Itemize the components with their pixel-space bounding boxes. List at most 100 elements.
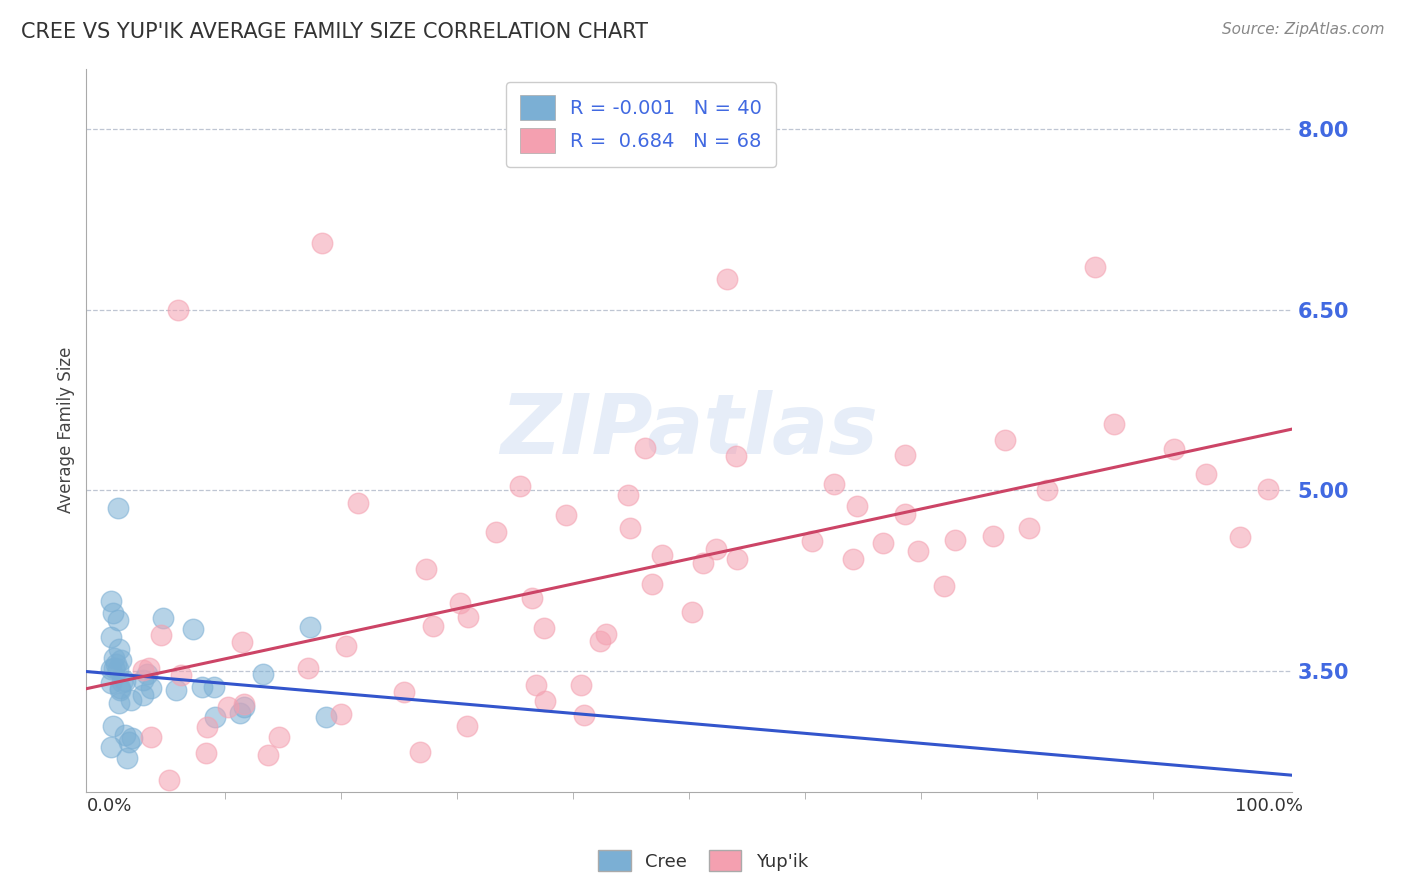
Point bbox=[842, 552, 865, 566]
Point bbox=[111, 674, 134, 689]
Point bbox=[724, 449, 747, 463]
Point bbox=[524, 678, 547, 692]
Point bbox=[100, 676, 122, 690]
Point bbox=[1018, 521, 1040, 535]
Point bbox=[257, 747, 280, 762]
Point bbox=[229, 706, 252, 720]
Point bbox=[103, 661, 125, 675]
Legend: Cree, Yup'ik: Cree, Yup'ik bbox=[591, 843, 815, 879]
Text: ZIPatlas: ZIPatlas bbox=[501, 390, 879, 471]
Point bbox=[101, 718, 124, 732]
Point bbox=[232, 700, 254, 714]
Point bbox=[1257, 482, 1279, 496]
Point bbox=[449, 596, 471, 610]
Point bbox=[152, 610, 174, 624]
Point bbox=[110, 653, 132, 667]
Point bbox=[100, 662, 122, 676]
Point bbox=[522, 591, 544, 605]
Point bbox=[651, 548, 673, 562]
Point bbox=[619, 521, 641, 535]
Point bbox=[932, 579, 955, 593]
Point bbox=[681, 605, 703, 619]
Point bbox=[132, 688, 155, 702]
Point bbox=[692, 556, 714, 570]
Text: Source: ZipAtlas.com: Source: ZipAtlas.com bbox=[1222, 22, 1385, 37]
Point bbox=[297, 661, 319, 675]
Point bbox=[716, 272, 738, 286]
Point bbox=[204, 710, 226, 724]
Point bbox=[100, 739, 122, 754]
Point bbox=[422, 619, 444, 633]
Point bbox=[994, 433, 1017, 447]
Point bbox=[118, 734, 141, 748]
Text: CREE VS YUP'IK AVERAGE FAMILY SIZE CORRELATION CHART: CREE VS YUP'IK AVERAGE FAMILY SIZE CORRE… bbox=[21, 22, 648, 42]
Point bbox=[138, 661, 160, 675]
Point bbox=[100, 630, 122, 644]
Legend: R = -0.001   N = 40, R =  0.684   N = 68: R = -0.001 N = 40, R = 0.684 N = 68 bbox=[506, 82, 776, 167]
Point bbox=[120, 692, 142, 706]
Point bbox=[725, 552, 748, 566]
Point bbox=[893, 448, 915, 462]
Point bbox=[800, 533, 823, 548]
Point bbox=[107, 501, 129, 516]
Point bbox=[165, 683, 187, 698]
Point bbox=[157, 772, 180, 787]
Point bbox=[233, 697, 256, 711]
Point bbox=[117, 751, 139, 765]
Point bbox=[634, 441, 657, 455]
Point bbox=[217, 699, 239, 714]
Point bbox=[1229, 530, 1251, 544]
Point bbox=[135, 666, 157, 681]
Point bbox=[509, 478, 531, 492]
Point bbox=[641, 577, 664, 591]
Point bbox=[1195, 467, 1218, 482]
Point bbox=[231, 635, 253, 649]
Point bbox=[589, 633, 612, 648]
Point bbox=[595, 627, 617, 641]
Point bbox=[167, 302, 190, 317]
Point bbox=[103, 651, 125, 665]
Point bbox=[485, 525, 508, 540]
Point bbox=[572, 708, 595, 723]
Point bbox=[100, 594, 122, 608]
Point bbox=[108, 682, 131, 697]
Point bbox=[616, 488, 638, 502]
Point bbox=[108, 696, 131, 710]
Point bbox=[114, 673, 136, 688]
Point bbox=[347, 495, 370, 509]
Point bbox=[101, 606, 124, 620]
Point bbox=[415, 562, 437, 576]
Point bbox=[132, 663, 155, 677]
Point bbox=[132, 673, 155, 688]
Point bbox=[569, 678, 592, 692]
Point bbox=[1163, 442, 1185, 457]
Point bbox=[943, 533, 966, 547]
Point bbox=[704, 541, 727, 556]
Point bbox=[107, 662, 129, 676]
Point bbox=[554, 508, 576, 523]
Point bbox=[311, 236, 333, 251]
Point bbox=[105, 657, 128, 672]
Point bbox=[195, 720, 218, 734]
Point bbox=[907, 544, 929, 558]
Point bbox=[981, 528, 1004, 542]
Point bbox=[139, 731, 162, 745]
Point bbox=[298, 620, 321, 634]
Point bbox=[181, 622, 204, 636]
Point bbox=[121, 731, 143, 745]
Point bbox=[107, 613, 129, 627]
Point bbox=[141, 681, 163, 695]
Point bbox=[202, 681, 225, 695]
Point bbox=[149, 627, 172, 641]
Point bbox=[110, 681, 132, 696]
Point bbox=[456, 719, 478, 733]
Point bbox=[329, 706, 352, 721]
Point bbox=[252, 666, 274, 681]
Point bbox=[392, 685, 415, 699]
Point bbox=[335, 639, 357, 653]
Point bbox=[1035, 483, 1057, 498]
Y-axis label: Average Family Size: Average Family Size bbox=[58, 347, 75, 513]
Point bbox=[315, 710, 337, 724]
Point bbox=[114, 728, 136, 742]
Point bbox=[190, 680, 212, 694]
